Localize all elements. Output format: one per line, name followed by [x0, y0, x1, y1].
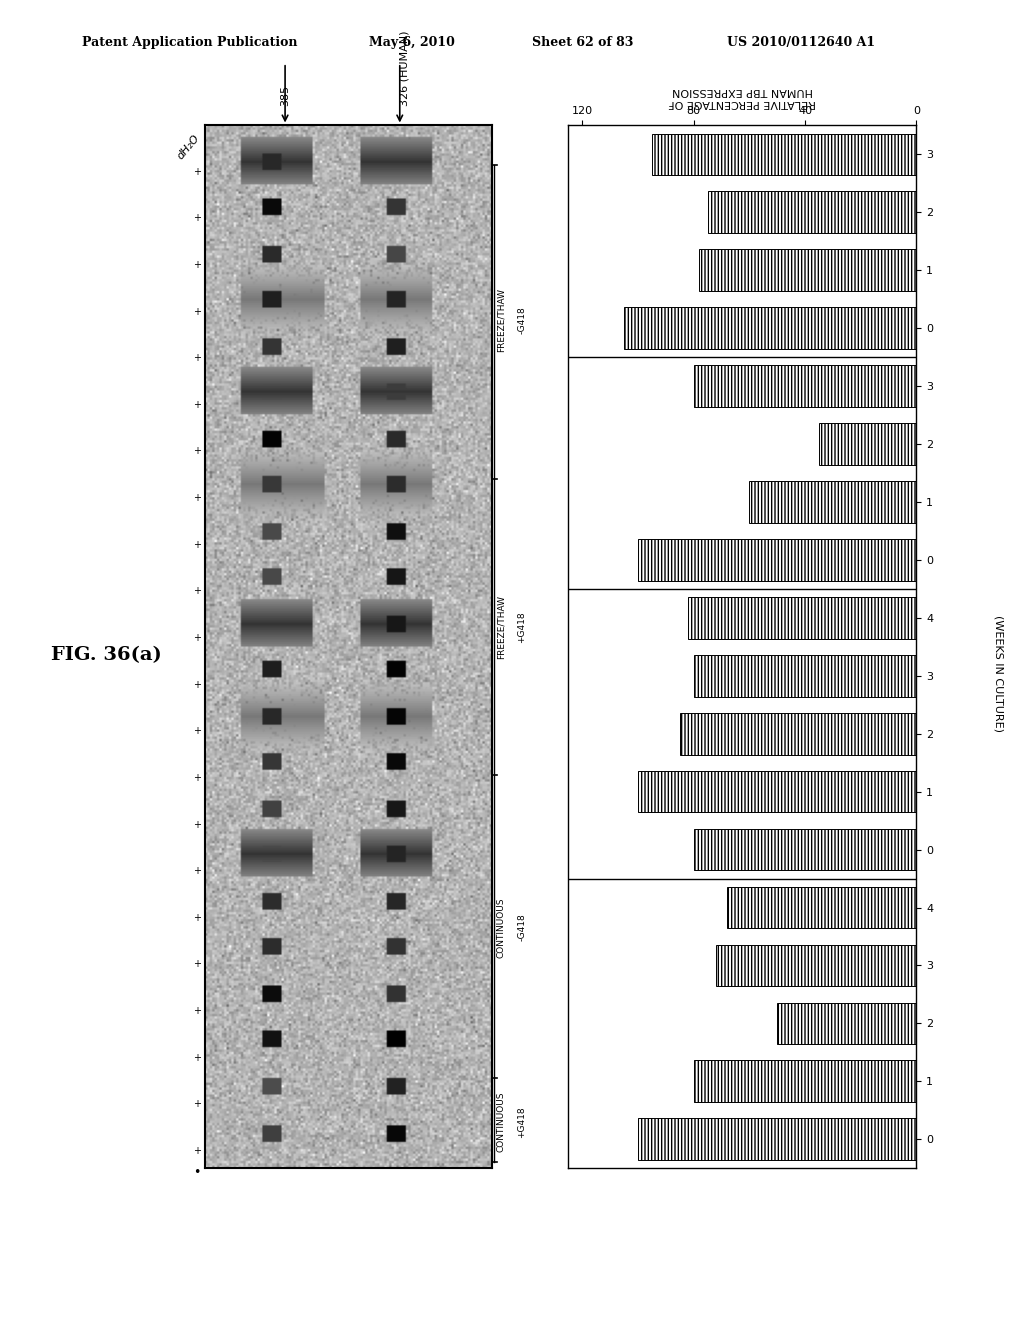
- Text: +: +: [193, 960, 201, 969]
- Bar: [652, 133, 916, 176]
- Text: +: +: [193, 774, 201, 783]
- Bar: [699, 249, 916, 292]
- Bar: [693, 655, 916, 697]
- Text: +: +: [193, 913, 201, 923]
- Text: +: +: [193, 166, 201, 177]
- Text: FREEZE/THAW: FREEZE/THAW: [497, 288, 506, 352]
- Text: RELATIVE PERCENTAGE OF
HUMAN TBP EXPRESSION: RELATIVE PERCENTAGE OF HUMAN TBP EXPRESS…: [669, 86, 816, 108]
- Text: FIG. 36(a): FIG. 36(a): [51, 645, 162, 664]
- Text: dH₂O: dH₂O: [175, 132, 202, 161]
- Bar: [624, 308, 916, 348]
- Text: +: +: [193, 354, 201, 363]
- Text: +: +: [193, 1100, 201, 1109]
- Bar: [638, 539, 916, 581]
- Text: +: +: [193, 1146, 201, 1156]
- Text: +: +: [193, 634, 201, 643]
- Bar: [638, 771, 916, 813]
- Text: +: +: [193, 1006, 201, 1016]
- Text: +: +: [193, 820, 201, 829]
- Text: +: +: [193, 260, 201, 269]
- Text: +: +: [193, 680, 201, 689]
- Text: +: +: [193, 866, 201, 876]
- Bar: [727, 887, 916, 928]
- Text: 385: 385: [281, 84, 290, 106]
- Text: +: +: [193, 494, 201, 503]
- Text: US 2010/0112640 A1: US 2010/0112640 A1: [727, 36, 876, 49]
- Bar: [750, 480, 916, 523]
- Bar: [819, 424, 916, 465]
- Bar: [777, 1002, 916, 1044]
- Text: CONTINUOUS: CONTINUOUS: [497, 1092, 506, 1152]
- Bar: [693, 1060, 916, 1102]
- Text: +: +: [193, 726, 201, 737]
- Text: FREEZE/THAW: FREEZE/THAW: [497, 595, 506, 659]
- Bar: [638, 1118, 916, 1160]
- Bar: [708, 191, 916, 234]
- Text: +: +: [193, 214, 201, 223]
- Text: -G418: -G418: [517, 913, 526, 941]
- Bar: [716, 945, 916, 986]
- Bar: [693, 829, 916, 870]
- Text: +G418: +G418: [517, 611, 526, 643]
- Bar: [680, 713, 916, 755]
- Text: Patent Application Publication: Patent Application Publication: [82, 36, 297, 49]
- Text: May 6, 2010: May 6, 2010: [369, 36, 455, 49]
- Text: +G418: +G418: [517, 1106, 526, 1138]
- Text: +: +: [193, 400, 201, 409]
- Text: CONTINUOUS: CONTINUOUS: [497, 898, 506, 957]
- Text: +: +: [193, 306, 201, 317]
- Text: Sheet 62 of 83: Sheet 62 of 83: [532, 36, 634, 49]
- Bar: [688, 597, 916, 639]
- Text: 326 (HUMAN): 326 (HUMAN): [400, 30, 410, 106]
- Bar: [693, 366, 916, 407]
- Text: (WEEKS IN CULTURE): (WEEKS IN CULTURE): [993, 615, 1004, 731]
- Text: +: +: [193, 586, 201, 597]
- Text: •: •: [193, 1166, 201, 1179]
- Text: +: +: [193, 446, 201, 457]
- Text: +: +: [193, 1053, 201, 1063]
- Text: -G418: -G418: [517, 306, 526, 334]
- Text: +: +: [193, 540, 201, 549]
